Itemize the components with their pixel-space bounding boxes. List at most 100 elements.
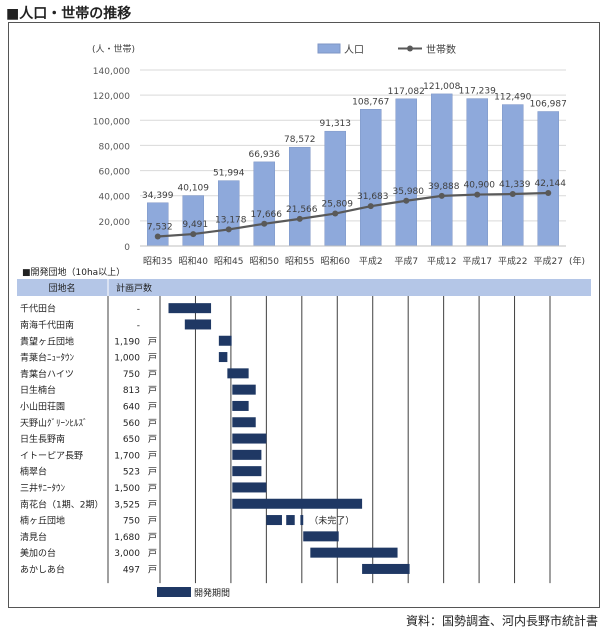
gantt-row-name: 清見台 [20, 531, 47, 543]
marker-households [474, 191, 481, 198]
x-tick-label: 平成2 [359, 255, 383, 267]
gantt-row-name: 青葉台ﾆｭｰﾀｳﾝ [20, 352, 75, 364]
gantt-row-unit: 戸 [148, 564, 157, 575]
bar-value-label: 121,008 [423, 82, 460, 92]
gantt-bar [227, 368, 249, 379]
x-tick-label: 昭和50 [250, 256, 280, 267]
gantt-row-unit: 戸 [148, 467, 157, 478]
gantt-row-name: 日生楠台 [20, 384, 56, 396]
gantt-row-count: 813 [123, 386, 140, 396]
gantt-row-count: 523 [123, 468, 140, 478]
gantt-row-name: 美加の台 [20, 547, 56, 559]
marker-households [154, 233, 161, 240]
line-value-label: 41,339 [499, 180, 531, 190]
bar-value-label: 78,572 [284, 135, 316, 145]
bar-value-label: 91,313 [320, 119, 352, 129]
legend-label-households: 世帯数 [426, 43, 456, 56]
bar-population [431, 93, 453, 247]
gantt-row-count: 3,000 [114, 549, 140, 559]
x-tick-label: 昭和40 [179, 256, 209, 267]
bar-value-label: 108,767 [352, 97, 389, 107]
x-axis-unit: (年) [569, 255, 585, 267]
x-tick-label: 平成12 [427, 255, 456, 267]
gantt-row-count: 560 [123, 419, 140, 429]
bar-value-label: 117,082 [388, 87, 425, 97]
gantt-row-count: 1,680 [114, 533, 140, 543]
gantt-row-name: 日生長野南 [20, 433, 65, 445]
bar-population [395, 98, 417, 247]
gantt-row-name: 千代田台 [20, 303, 56, 315]
gantt-row-name: 小山田荘園 [20, 401, 65, 412]
gantt-row-unit: 戸 [148, 548, 157, 559]
gantt-header-band [17, 279, 591, 296]
marker-households [438, 192, 445, 199]
marker-households [296, 215, 303, 222]
x-tick-label: 昭和55 [285, 256, 314, 267]
line-value-label: 40,900 [464, 181, 496, 191]
marker-households [261, 220, 268, 227]
gantt-bar [168, 303, 212, 314]
legend-swatch-population [317, 43, 341, 54]
gantt-row-unit: 戸 [148, 401, 157, 412]
bar-value-label: 34,399 [142, 191, 174, 201]
gantt-row-count: 750 [123, 370, 140, 380]
bar-value-label: 51,994 [213, 169, 245, 179]
x-tick-label: 平成27 [534, 255, 563, 267]
gantt-row-unit: 戸 [148, 434, 157, 445]
legend-marker-households [407, 45, 413, 52]
marker-households [225, 226, 232, 233]
line-value-label: 31,683 [357, 192, 389, 202]
gantt-row-name: 楠翠台 [20, 466, 47, 478]
gantt-bar [218, 352, 228, 363]
gantt-bar [184, 319, 212, 330]
gantt-row-count: - [137, 321, 140, 331]
bar-population [324, 130, 346, 247]
gantt-row-unit: 戸 [148, 385, 157, 396]
gantt-row-count: 650 [123, 435, 140, 445]
gantt-row-unit: 戸 [148, 532, 157, 543]
gantt-bar [362, 563, 410, 574]
gantt-row-count: 3,525 [114, 500, 140, 510]
chart-frame [8, 22, 600, 608]
gantt-row-unit: 戸 [148, 418, 157, 429]
y-tick-label: 140,000 [93, 67, 130, 77]
gantt-row-name: 青葉台ハイツ [20, 368, 74, 380]
bar-value-label: 66,936 [249, 150, 281, 160]
page-title: ■人口・世帯の推移 [6, 6, 132, 22]
x-tick-label: 昭和60 [321, 256, 351, 267]
x-tick-label: 平成7 [394, 255, 418, 267]
gantt-row-count: 1,000 [114, 354, 140, 364]
gantt-row-name: あかしあ台 [20, 563, 65, 575]
gantt-bar [232, 482, 267, 493]
y-tick-label: 0 [124, 243, 130, 253]
gantt-bar [310, 547, 398, 558]
gantt-row-count: 1,500 [114, 484, 140, 494]
gantt-header-count: 計画戸数 [116, 282, 152, 294]
y-tick-label: 120,000 [93, 92, 130, 102]
gantt-row-name: 南花台（1期、2期） [20, 498, 103, 510]
gantt-header-name: 団地名 [48, 282, 75, 294]
gantt-bar [232, 466, 262, 477]
gantt-row-unit: 戸 [148, 499, 157, 510]
legend-label-population: 人口 [344, 44, 364, 56]
marker-households [403, 197, 410, 204]
source-note: 資料：国勢調査、河内長野市統計書 [405, 614, 598, 628]
gantt-title: ■開発団地（10ha以上） [22, 266, 125, 278]
x-tick-label: 平成17 [463, 255, 492, 267]
line-value-label: 9,491 [182, 220, 208, 230]
bar-value-label: 117,239 [459, 87, 496, 97]
gantt-bar [300, 515, 304, 526]
gantt-row-unit: 戸 [148, 336, 157, 347]
gantt-row-name: イトーピア長野 [20, 450, 83, 461]
gantt-bar [286, 515, 295, 526]
y-tick-label: 60,000 [99, 168, 131, 178]
gantt-row-unit: 戸 [148, 483, 157, 494]
line-value-label: 42,144 [535, 179, 567, 189]
gantt-bar [232, 417, 256, 428]
line-value-label: 17,666 [251, 210, 283, 220]
gantt-bar [266, 515, 282, 526]
line-value-label: 39,888 [428, 182, 460, 192]
gantt-row-count: 640 [123, 402, 140, 412]
line-value-label: 21,566 [286, 205, 318, 215]
